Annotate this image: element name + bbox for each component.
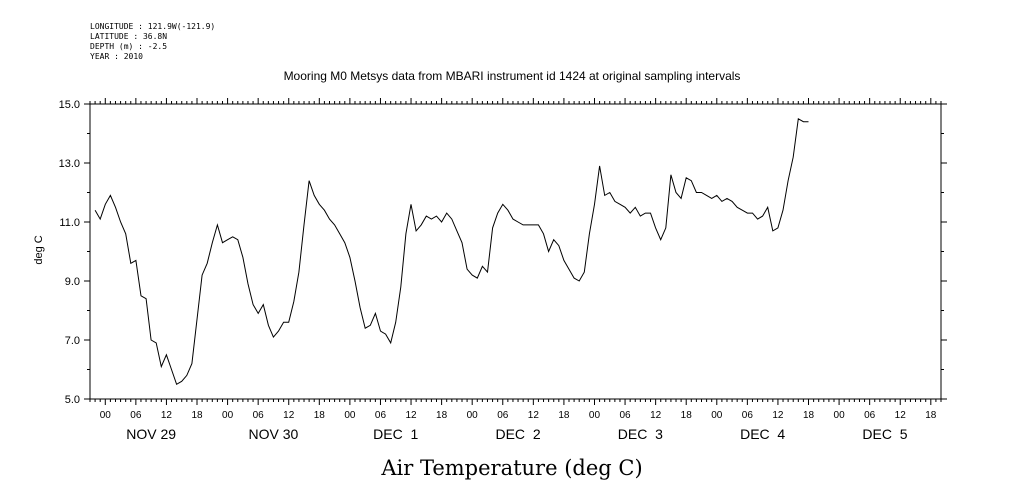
x-tick-label: 06 xyxy=(742,410,754,421)
y-axis-label: deg C xyxy=(33,235,45,264)
x-tick-label: 12 xyxy=(650,410,662,421)
chart-title: Mooring M0 Metsys data from MBARI instru… xyxy=(284,69,741,83)
x-tick-label: 00 xyxy=(344,410,356,421)
day-label: DEC 2 xyxy=(495,426,540,442)
day-label: DEC 1 xyxy=(373,426,418,442)
y-tick-label: 7.0 xyxy=(65,335,80,347)
plot-frame xyxy=(89,103,942,400)
x-tick-label: 18 xyxy=(558,410,570,421)
x-tick-label: 12 xyxy=(895,410,907,421)
x-tick-label: 18 xyxy=(925,410,937,421)
x-tick-label: 06 xyxy=(375,410,387,421)
x-tick-label: 06 xyxy=(130,410,142,421)
day-label: NOV 29 xyxy=(126,426,176,442)
y-tick-label: 5.0 xyxy=(65,394,80,406)
x-tick-label: 00 xyxy=(467,410,479,421)
x-tick-label: 06 xyxy=(619,410,631,421)
day-label: NOV 30 xyxy=(249,426,299,442)
x-tick-label: 00 xyxy=(711,410,723,421)
y-tick-label: 9.0 xyxy=(65,276,80,288)
day-label: DEC 5 xyxy=(862,426,907,442)
temperature-series-line xyxy=(94,117,809,386)
x-tick-label: 12 xyxy=(772,410,784,421)
x-tick-label: 00 xyxy=(589,410,601,421)
x-tick-label: 12 xyxy=(528,410,540,421)
x-tick-label: 06 xyxy=(864,410,876,421)
day-label: DEC 3 xyxy=(618,426,663,442)
x-tick-label: 12 xyxy=(405,410,417,421)
latitude-text: LATITUDE : 36.8N xyxy=(90,32,168,41)
x-tick-label: 00 xyxy=(100,410,112,421)
y-tick-label: 13.0 xyxy=(59,158,80,170)
x-tick-label: 12 xyxy=(161,410,173,421)
x-tick-label: 00 xyxy=(222,410,234,421)
x-axis-label: Air Temperature (deg C) xyxy=(380,456,642,480)
x-tick-label: 00 xyxy=(834,410,846,421)
x-tick-label: 06 xyxy=(497,410,509,421)
x-tick-label: 18 xyxy=(681,410,693,421)
x-tick-label: 06 xyxy=(253,410,265,421)
day-label: DEC 4 xyxy=(740,426,785,442)
y-tick-label: 15.0 xyxy=(59,99,80,111)
year-text: YEAR : 2010 xyxy=(90,52,143,61)
metadata-block: LONGITUDE : 121.9W(-121.9) LATITUDE : 36… xyxy=(90,22,215,62)
x-tick-label: 18 xyxy=(436,410,448,421)
depth-text: DEPTH (m) : -2.5 xyxy=(90,42,168,51)
x-tick-label: 18 xyxy=(191,410,203,421)
x-tick-label: 18 xyxy=(803,410,815,421)
x-tick-label: 12 xyxy=(283,410,295,421)
longitude-text: LONGITUDE : 121.9W(-121.9) xyxy=(90,22,216,31)
y-tick-label: 11.0 xyxy=(59,217,80,229)
x-tick-label: 18 xyxy=(314,410,326,421)
